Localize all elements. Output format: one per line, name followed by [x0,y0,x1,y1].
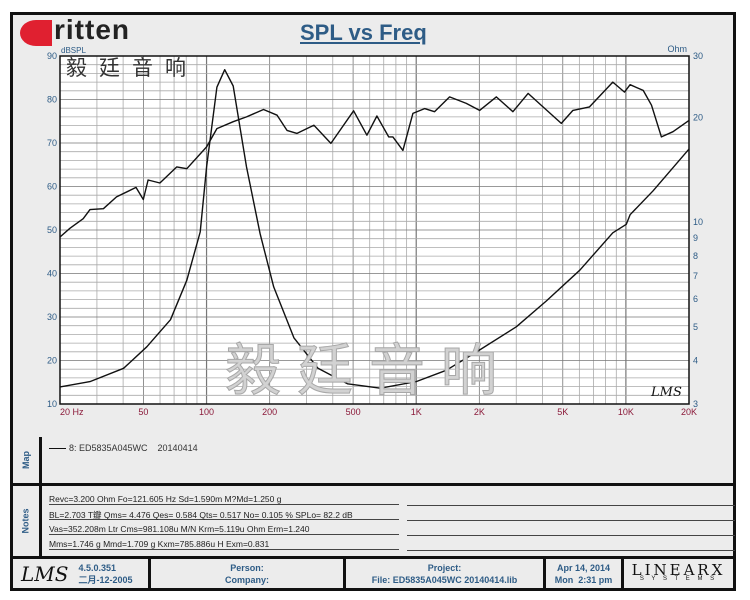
y-left-tick-label: 80 [47,95,57,105]
eritten-logo: ritten 毅廷音响 [16,14,186,84]
company-label: Company: [224,574,269,585]
y-right-axis-label: Ohm [667,44,687,54]
legend-line-icon [49,448,66,450]
date: Apr 14, 2014 [556,562,611,573]
map-panel: Map 8: ED5835A045WC 20140414 [10,437,736,486]
logo-e-mark [20,20,52,46]
impedance-curve [59,68,690,389]
y-left-tick-label: 20 [47,356,57,366]
y-left-tick-label: 90 [47,51,57,61]
logo-chinese: 毅廷音响 [66,57,198,80]
x-tick-label: 2K [474,407,485,417]
y-right-tick-label: 8 [693,251,698,261]
legend-text: 8: ED5835A045WC 20140414 [69,443,198,453]
y-left-tick-label: 50 [47,225,57,235]
note-blank-line [407,550,735,551]
y-right-tick-label: 6 [693,294,698,304]
watermark: 毅廷音响 [225,339,513,404]
note-blank-line [407,535,735,536]
x-tick-label: 200 [262,407,277,417]
y-right-tick-label: 9 [693,233,698,243]
y-left-axis-label: dBSPL [61,46,86,55]
chart-title: SPL vs Freq [300,20,427,45]
y-right-tick-label: 20 [693,112,703,122]
person-label: Person: [230,562,264,573]
y-left-tick-label: 70 [47,138,57,148]
note-line: Vas=352.208m Ltr Cms=981.108u M/N Krm=5.… [49,524,399,535]
logo-word: ritten [54,14,130,45]
x-tick-label: 10K [618,407,634,417]
y-right-tick-label: 3 [693,399,698,409]
spl-curve [59,81,690,238]
build-date: 二月-12-2005 [78,574,133,585]
map-legend-item[interactable]: 8: ED5835A045WC 20140414 [49,443,198,453]
notes-label: Notes [20,508,31,534]
spl-chart: 20 Hz 50 100 200 500 1K 2K 5K 10K 20K 10 20 30 40 50 60… [47,44,703,417]
x-tick-label: 1K [411,407,422,417]
map-label: Map [21,451,31,469]
note-line: BL=2.703 T瓣 Qms= 4.476 Qes= 0.584 Qts= 0… [49,509,399,520]
lms-mark: LMS [650,385,682,400]
y-left-tick-label: 40 [47,269,57,279]
note-line: Revc=3.200 Ohm Fo=121.605 Hz Sd=1.590m M… [49,494,399,505]
x-tick-label: 50 [138,407,148,417]
linearx-sub: S Y S T E M S [639,576,718,582]
y-left-tick-label: 30 [47,312,57,322]
x-tick-label: 500 [346,407,361,417]
project-label: Project: [427,562,462,573]
y-right-tick-label: 5 [693,322,698,332]
y-right-tick-label: 30 [693,51,703,61]
y-left-tick-label: 10 [47,399,57,409]
note-blank-line [407,520,735,521]
x-tick-label: 20 Hz [60,407,84,417]
version: 4.5.0.351 [78,562,117,573]
plot-border [59,55,690,405]
note-line: Mms=1.746 g Mmd=1.709 g Kxm=785.886u H E… [49,539,399,550]
y-left-tick-label: 60 [47,182,57,192]
y-right-tick-label: 7 [693,271,698,281]
time: Mon 2:31 pm [554,574,613,585]
x-tick-label: 5K [557,407,568,417]
notes-panel: Notes Revc=3.200 Ohm Fo=121.605 Hz Sd=1.… [10,486,736,559]
file-name: File: ED5835A045WC 20140414.lib [371,574,518,585]
linearx-logo: LINEARX [631,561,726,579]
note-blank-line [407,505,735,506]
lms-logo: LMS [21,561,69,586]
x-tick-label: 100 [199,407,214,417]
x-tick-label: 20K [681,407,697,417]
footer: LMS 4.5.0.351 二月-12-2005 Person: Company: … [10,559,736,591]
y-right-tick-label: 4 [693,356,698,366]
y-right-tick-label: 10 [693,217,703,227]
